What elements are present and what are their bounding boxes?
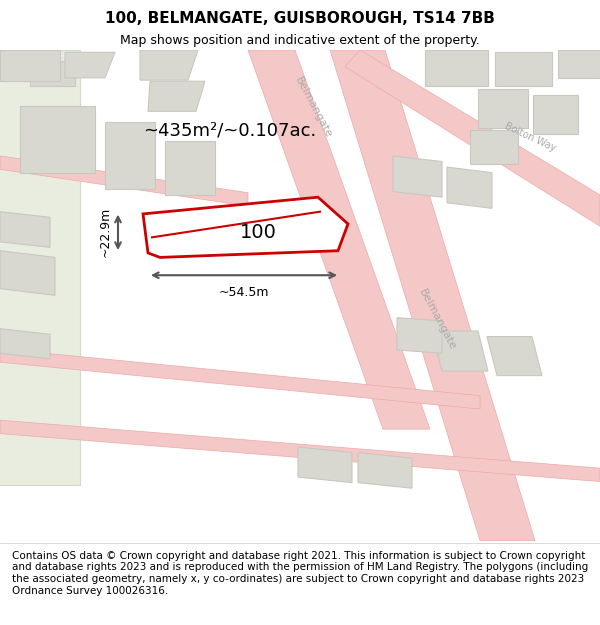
- Polygon shape: [358, 452, 412, 488]
- Text: Belmangate: Belmangate: [293, 76, 334, 140]
- Polygon shape: [345, 50, 600, 226]
- Polygon shape: [393, 156, 442, 198]
- Polygon shape: [478, 89, 528, 128]
- Polygon shape: [397, 318, 442, 353]
- Polygon shape: [298, 447, 352, 482]
- Text: Belmangate: Belmangate: [416, 288, 457, 352]
- Polygon shape: [0, 50, 60, 81]
- Polygon shape: [0, 156, 248, 206]
- Polygon shape: [533, 94, 578, 134]
- Polygon shape: [140, 50, 198, 80]
- Polygon shape: [20, 106, 95, 172]
- Text: Contains OS data © Crown copyright and database right 2021. This information is : Contains OS data © Crown copyright and d…: [12, 551, 588, 596]
- Polygon shape: [248, 50, 430, 429]
- Text: ~22.9m: ~22.9m: [99, 207, 112, 258]
- Polygon shape: [558, 50, 600, 78]
- Polygon shape: [0, 420, 600, 481]
- Polygon shape: [0, 251, 55, 295]
- Text: Bolton Way: Bolton Way: [503, 121, 557, 153]
- Polygon shape: [30, 61, 75, 86]
- Polygon shape: [495, 52, 552, 86]
- Polygon shape: [432, 331, 488, 371]
- Polygon shape: [148, 81, 205, 111]
- Polygon shape: [470, 130, 518, 164]
- Polygon shape: [0, 50, 80, 485]
- Polygon shape: [105, 122, 155, 189]
- Polygon shape: [165, 141, 215, 195]
- Polygon shape: [425, 50, 488, 86]
- Polygon shape: [65, 52, 115, 78]
- Polygon shape: [0, 349, 480, 409]
- Polygon shape: [143, 198, 348, 258]
- Polygon shape: [487, 337, 542, 376]
- Polygon shape: [0, 212, 50, 248]
- Text: Map shows position and indicative extent of the property.: Map shows position and indicative extent…: [120, 34, 480, 47]
- Polygon shape: [0, 329, 50, 359]
- Polygon shape: [330, 50, 535, 541]
- Text: 100: 100: [239, 223, 277, 243]
- Text: 100, BELMANGATE, GUISBOROUGH, TS14 7BB: 100, BELMANGATE, GUISBOROUGH, TS14 7BB: [105, 11, 495, 26]
- Text: ~435m²/~0.107ac.: ~435m²/~0.107ac.: [143, 121, 317, 139]
- Text: ~54.5m: ~54.5m: [219, 286, 269, 299]
- Polygon shape: [447, 167, 492, 208]
